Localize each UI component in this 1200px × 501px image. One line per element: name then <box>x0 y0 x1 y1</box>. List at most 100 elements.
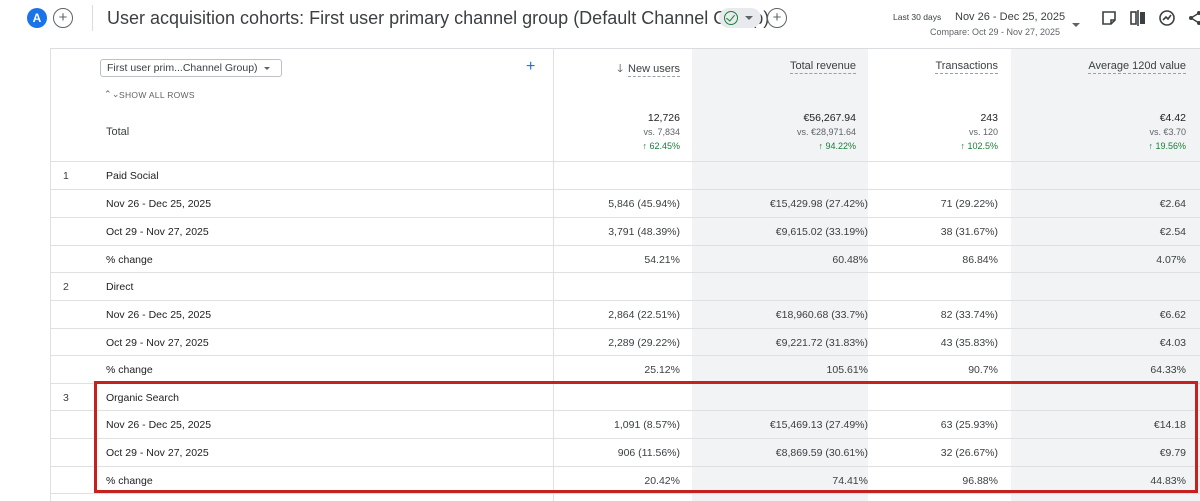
row-index: 3 <box>63 392 69 404</box>
total-row-label: Total <box>106 126 130 138</box>
table-left-rule <box>50 48 51 501</box>
cell-transactions: 43 (35.83%) <box>940 337 998 349</box>
metrics-separator <box>553 48 554 501</box>
row-index: 1 <box>63 170 69 182</box>
cell-avg-value: €9.79 <box>1159 447 1186 459</box>
insights-icon[interactable] <box>1158 9 1176 27</box>
cell-new-users: 906 (11.56%) <box>617 447 680 459</box>
cell-new-users: 2,864 (22.51%) <box>608 309 680 321</box>
group-row-paid-social[interactable]: 1 Paid Social <box>50 161 1200 189</box>
report-status-dropdown[interactable] <box>719 8 761 28</box>
cell-avg-value: 4.07% <box>1156 254 1186 266</box>
add-comparison-button[interactable]: + <box>53 8 73 28</box>
table-row[interactable]: Oct 29 - Nov 27, 2025 906 (11.56%) €8,86… <box>50 438 1200 466</box>
group-name: Paid Social <box>106 170 159 182</box>
cell-avg-value: €14.18 <box>1153 419 1186 431</box>
check-circle-icon <box>724 11 738 25</box>
column-header-avg-value[interactable]: Average 120d value <box>1088 60 1186 74</box>
cell-new-users: 25.12% <box>644 364 680 376</box>
total-new-users: 12,726 vs. 7,834 ↑ 62.45% <box>642 112 680 151</box>
dimension-select[interactable]: First user prim...Channel Group) <box>100 59 282 77</box>
dimension-select-value: First user prim...Channel Group) <box>107 62 258 74</box>
table-row[interactable]: Nov 26 - Dec 25, 2025 1,091 (8.57%) €15,… <box>50 410 1200 438</box>
total-revenue: €56,267.94 vs. €28,971.64 ↑ 94.22% <box>796 112 856 151</box>
cell-transactions: 63 (25.93%) <box>940 419 998 431</box>
table-row[interactable]: % change 20.42% 74.41% 96.88% 44.83% <box>50 466 1200 494</box>
table-row[interactable]: % change 25.12% 105.61% 90.7% 64.33% <box>50 355 1200 383</box>
compare-icon[interactable] <box>1129 9 1147 27</box>
group-row-organic-search[interactable]: 3 Organic Search <box>50 383 1200 411</box>
table-row[interactable]: Oct 29 - Nov 27, 2025 3,791 (48.39%) €9,… <box>50 217 1200 245</box>
row-label: Nov 26 - Dec 25, 2025 <box>106 198 212 210</box>
cell-avg-value: €4.03 <box>1159 337 1186 349</box>
total-avg-value: €4.42 vs. €3.70 ↑ 19.56% <box>1148 112 1186 151</box>
column-header-new-users[interactable]: 🡓 New users <box>617 60 680 79</box>
cell-total-revenue: 60.48% <box>832 254 868 266</box>
cell-avg-value: 44.83% <box>1150 475 1186 487</box>
row-label: Nov 26 - Dec 25, 2025 <box>106 309 212 321</box>
add-filter-button[interactable]: + <box>767 8 787 28</box>
cell-avg-value: €6.62 <box>1159 309 1186 321</box>
date-range-picker[interactable]: Last 30 days Nov 26 - Dec 25, 2025 Compa… <box>893 9 1073 39</box>
cell-avg-value: 64.33% <box>1150 364 1186 376</box>
row-label: % change <box>106 254 153 266</box>
cell-new-users: 5,846 (45.94%) <box>608 198 680 210</box>
cell-total-revenue: €15,429.98 (27.42%) <box>769 198 868 210</box>
cell-transactions: 32 (26.67%) <box>940 447 998 459</box>
cell-total-revenue: €9,615.02 (33.19%) <box>775 226 868 238</box>
column-header-total-revenue[interactable]: Total revenue <box>789 60 856 74</box>
cell-transactions: 82 (33.74%) <box>940 309 998 321</box>
group-row-direct[interactable]: 2 Direct <box>50 272 1200 300</box>
row-label: % change <box>106 364 153 376</box>
cell-avg-value: €2.64 <box>1159 198 1186 210</box>
group-name: Direct <box>106 281 134 293</box>
header-divider <box>92 5 93 31</box>
show-all-rows-label: SHOW ALL ROWS <box>119 90 195 100</box>
cell-total-revenue: €9,221.72 (31.83%) <box>775 337 868 349</box>
table-row[interactable]: % change 54.21% 60.48% 86.84% 4.07% <box>50 245 1200 273</box>
add-dimension-button[interactable]: + <box>526 58 536 75</box>
cell-transactions: 38 (31.67%) <box>940 226 998 238</box>
chevron-down-icon <box>745 16 753 20</box>
expand-icon: ⌃⌄ <box>104 89 120 99</box>
table-row[interactable]: Nov 26 - Dec 25, 2025 2,864 (22.51%) €18… <box>50 300 1200 328</box>
date-range-label: Last 30 days <box>893 12 942 22</box>
report-header: A + User acquisition cohorts: First user… <box>0 0 1200 40</box>
sort-arrow-down-icon: 🡓 <box>617 63 624 75</box>
cell-new-users: 2,289 (29.22%) <box>608 337 680 349</box>
total-transactions: 243 vs. 120 ↑ 102.5% <box>960 112 998 151</box>
cohort-table: First user prim...Channel Group) + ⌃⌄ SH… <box>0 48 1200 501</box>
date-range-value: Nov 26 - Dec 25, 2025 <box>955 11 1066 23</box>
page-title: User acquisition cohorts: First user pri… <box>107 8 770 28</box>
cell-transactions: 71 (29.22%) <box>940 198 998 210</box>
avg-value-column-shade <box>1011 48 1200 501</box>
cell-new-users: 1,091 (8.57%) <box>614 419 680 431</box>
table-bottom-rule <box>50 493 1200 501</box>
cell-total-revenue: 105.61% <box>826 364 868 376</box>
plus-icon: + <box>58 9 68 26</box>
date-range-dropdown-icon[interactable] <box>1072 23 1080 27</box>
revenue-column-shade <box>692 48 868 501</box>
row-index: 2 <box>63 281 69 293</box>
row-label: Oct 29 - Nov 27, 2025 <box>106 337 209 349</box>
chevron-down-icon <box>264 67 270 70</box>
column-header-transactions[interactable]: Transactions <box>935 60 998 74</box>
cell-transactions: 90.7% <box>968 364 998 376</box>
row-label: Oct 29 - Nov 27, 2025 <box>106 447 209 459</box>
cell-new-users: 20.42% <box>644 475 680 487</box>
group-name: Organic Search <box>106 392 179 404</box>
plus-icon: + <box>772 9 782 26</box>
note-icon[interactable] <box>1100 9 1118 27</box>
row-label: Oct 29 - Nov 27, 2025 <box>106 226 209 238</box>
account-avatar[interactable]: A <box>27 8 47 28</box>
cell-avg-value: €2.54 <box>1159 226 1186 238</box>
compare-range-text: Compare: Oct 29 - Nov 27, 2025 <box>930 27 1061 37</box>
table-row[interactable]: Nov 26 - Dec 25, 2025 5,846 (45.94%) €15… <box>50 189 1200 217</box>
cell-transactions: 86.84% <box>962 254 998 266</box>
cell-transactions: 96.88% <box>962 475 998 487</box>
table-row[interactable]: Oct 29 - Nov 27, 2025 2,289 (29.22%) €9,… <box>50 328 1200 356</box>
cell-total-revenue: €8,869.59 (30.61%) <box>775 447 868 459</box>
cell-total-revenue: 74.41% <box>832 475 868 487</box>
share-icon[interactable] <box>1186 9 1200 27</box>
table-top-rule <box>50 48 1200 49</box>
